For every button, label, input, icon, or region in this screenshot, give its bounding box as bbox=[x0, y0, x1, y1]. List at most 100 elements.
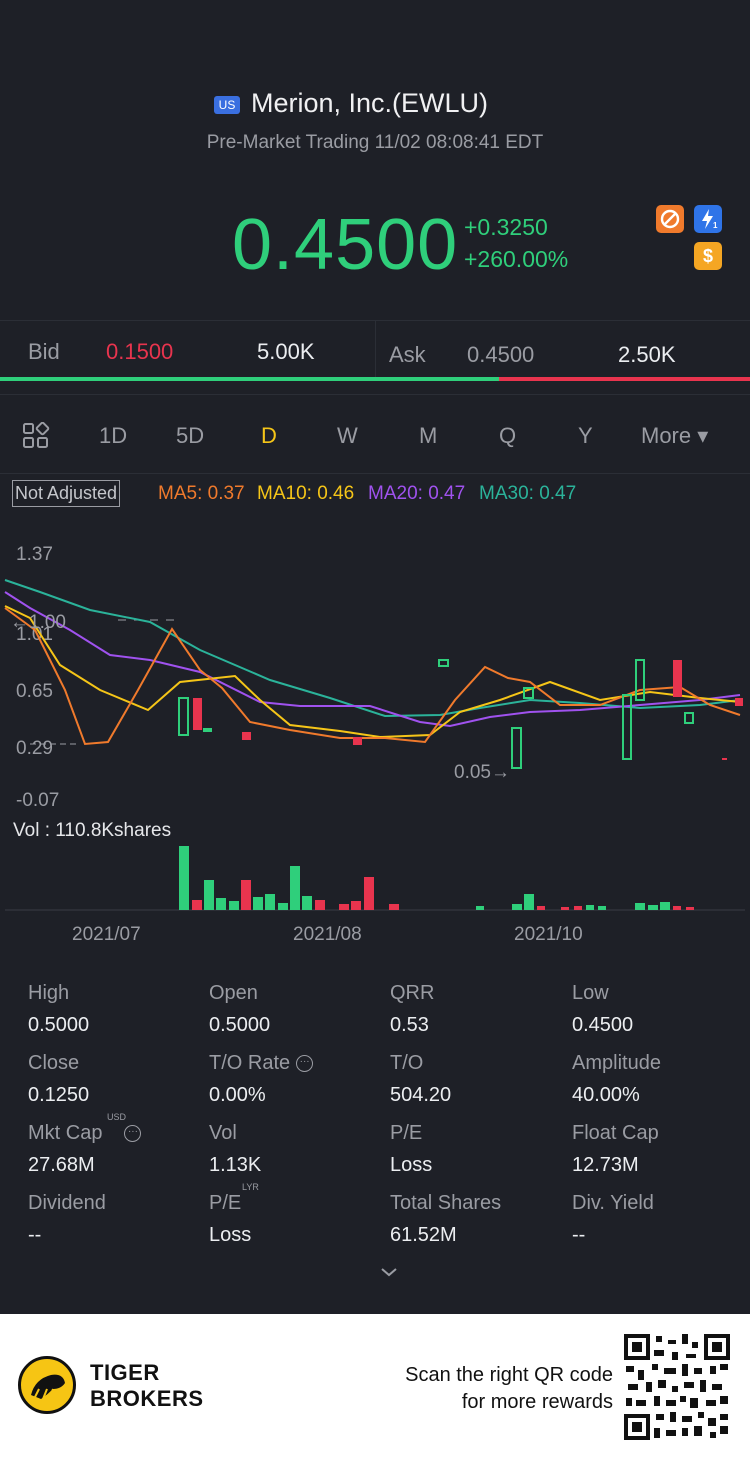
stat-label-high: High bbox=[28, 982, 70, 1004]
stat-value-high: 0.5000 bbox=[28, 1014, 90, 1036]
candle-11 bbox=[673, 660, 682, 697]
price-change: +0.3250 bbox=[464, 214, 548, 240]
stat-label-pe: P/E bbox=[390, 1122, 423, 1144]
lyr-superscript: LYR bbox=[242, 1182, 259, 1192]
qr-code[interactable] bbox=[624, 1334, 730, 1440]
volume-bars bbox=[179, 846, 694, 910]
candle-8 bbox=[523, 687, 534, 699]
volume-bar bbox=[302, 896, 312, 910]
lightning-icon[interactable]: 1 bbox=[694, 205, 722, 233]
tab-daily[interactable]: D bbox=[261, 423, 277, 448]
stat-label-volume: Vol bbox=[209, 1122, 237, 1144]
volume-bar bbox=[561, 907, 569, 910]
volume-bar bbox=[673, 906, 681, 910]
x-tick-2: 2021/08 bbox=[293, 924, 362, 945]
bid-ratio-bar bbox=[0, 377, 499, 381]
bid-size: 5.00K bbox=[257, 339, 315, 364]
volume-bar bbox=[315, 900, 325, 910]
tiger-logo-icon bbox=[18, 1356, 76, 1414]
volume-bar bbox=[598, 906, 606, 910]
scan-text-line2: for more rewards bbox=[461, 1391, 613, 1413]
volume-bar bbox=[265, 894, 275, 910]
stat-value-dividend: -- bbox=[28, 1224, 42, 1246]
brand-name-line2: BROKERS bbox=[90, 1386, 204, 1411]
info-icon[interactable]: ··· bbox=[124, 1125, 142, 1143]
volume-bar bbox=[648, 905, 658, 910]
tab-5d[interactable]: 5D bbox=[176, 423, 205, 448]
volume-bar bbox=[204, 880, 214, 910]
price-change-percent: +260.00% bbox=[464, 246, 569, 272]
volume-bar bbox=[524, 894, 534, 910]
volume-bar bbox=[192, 900, 202, 910]
volume-bar bbox=[586, 905, 594, 910]
adjust-mode-toggle[interactable]: Not Adjusted bbox=[12, 480, 121, 507]
volume-bar bbox=[537, 906, 545, 910]
ask-label: Ask bbox=[389, 342, 426, 367]
stat-label-turnover: T/O bbox=[390, 1052, 424, 1074]
scan-text-line1: Scan the right QR code bbox=[405, 1364, 613, 1386]
volume-bar bbox=[476, 906, 484, 910]
more-periods-dropdown[interactable]: More ▾ bbox=[641, 423, 709, 448]
price-tick-3: 0.65 bbox=[16, 681, 53, 702]
ma5-line bbox=[4, 607, 741, 746]
stat-value-total-shares: 61.52M bbox=[390, 1224, 457, 1246]
trading-session-status: Pre-Market Trading 11/02 08:08:41 EDT bbox=[206, 132, 544, 153]
stat-value-turnover-rate: 0.00% bbox=[209, 1084, 266, 1106]
tab-monthly[interactable]: M bbox=[419, 423, 438, 448]
info-icon[interactable]: ··· bbox=[296, 1055, 314, 1073]
quote-header: US Merion, Inc.(EWLU) Pre-Market Trading… bbox=[0, 0, 750, 320]
candle-12 bbox=[684, 712, 694, 724]
ma30-value: MA30: 0.47 bbox=[479, 483, 577, 504]
stat-value-low: 0.4500 bbox=[572, 1014, 634, 1036]
x-tick-1: 2021/07 bbox=[72, 924, 141, 945]
bid-ask-panel: Bid 0.1500 5.00K Ask 0.4500 2.50K bbox=[0, 320, 750, 382]
ma20-value: MA20: 0.47 bbox=[368, 483, 466, 504]
stat-value-pe: Loss bbox=[390, 1154, 433, 1176]
stat-value-volume: 1.13K bbox=[209, 1154, 262, 1176]
expand-chevron-icon[interactable] bbox=[379, 1262, 399, 1282]
tab-quarterly[interactable]: Q bbox=[499, 423, 517, 448]
volume-bar bbox=[364, 877, 374, 910]
stat-label-dividend: Dividend bbox=[28, 1192, 106, 1214]
candle-3 bbox=[203, 728, 212, 732]
bid-label: Bid bbox=[28, 339, 60, 364]
volume-label: Vol : 110.8Kshares bbox=[13, 820, 171, 841]
volume-bar bbox=[216, 898, 226, 910]
promo-footer: TIGER BROKERS Scan the right QR code for… bbox=[0, 1314, 750, 1460]
volume-bar bbox=[512, 904, 522, 910]
candle-14 bbox=[722, 758, 727, 760]
brand-name-line1: TIGER bbox=[90, 1360, 160, 1385]
volume-bar bbox=[278, 903, 288, 910]
volume-bar bbox=[686, 907, 694, 910]
tab-yearly[interactable]: Y bbox=[578, 423, 593, 448]
bid-price: 0.1500 bbox=[106, 339, 174, 364]
dollar-icon[interactable]: $ bbox=[694, 242, 722, 270]
kline-chart[interactable]: 1.37 1.01 0.65 0.29 -0.07 Vol : 110.8Ksh… bbox=[0, 530, 750, 950]
tab-weekly[interactable]: W bbox=[337, 423, 358, 448]
stat-value-float-cap: 12.73M bbox=[572, 1154, 639, 1176]
tab-1d[interactable]: 1D bbox=[99, 423, 128, 448]
volume-bar bbox=[635, 903, 645, 910]
stat-value-pe-lyr: Loss bbox=[209, 1224, 252, 1246]
volume-bar bbox=[574, 906, 582, 910]
volume-bar bbox=[339, 904, 349, 910]
volume-bar bbox=[290, 866, 300, 910]
stat-label-mkt-cap: Mkt Cap ··· bbox=[28, 1122, 142, 1145]
stat-label-total-shares: Total Shares bbox=[390, 1192, 502, 1214]
volume-bar bbox=[389, 904, 399, 910]
candle-1 bbox=[178, 697, 189, 736]
stat-value-amplitude: 40.00% bbox=[572, 1084, 640, 1106]
stat-label-qrr: QRR bbox=[390, 982, 435, 1004]
ask-size: 2.50K bbox=[618, 342, 676, 367]
candle-10 bbox=[635, 659, 645, 701]
high-marker: ←1.00 bbox=[10, 612, 66, 633]
grid-layout-icon[interactable] bbox=[22, 421, 50, 450]
stat-value-mkt-cap: 27.68M bbox=[28, 1154, 95, 1176]
no-short-icon[interactable] bbox=[656, 205, 684, 233]
stat-value-div-yield: -- bbox=[572, 1224, 586, 1246]
currency-superscript: USD bbox=[107, 1112, 127, 1122]
stats-grid: High 0.5000 Open 0.5000 QRR 0.53 Low 0.4… bbox=[0, 970, 750, 1270]
volume-bar bbox=[660, 902, 670, 910]
stat-value-open: 0.5000 bbox=[209, 1014, 271, 1036]
ma5-value: MA5: 0.37 bbox=[158, 483, 245, 504]
